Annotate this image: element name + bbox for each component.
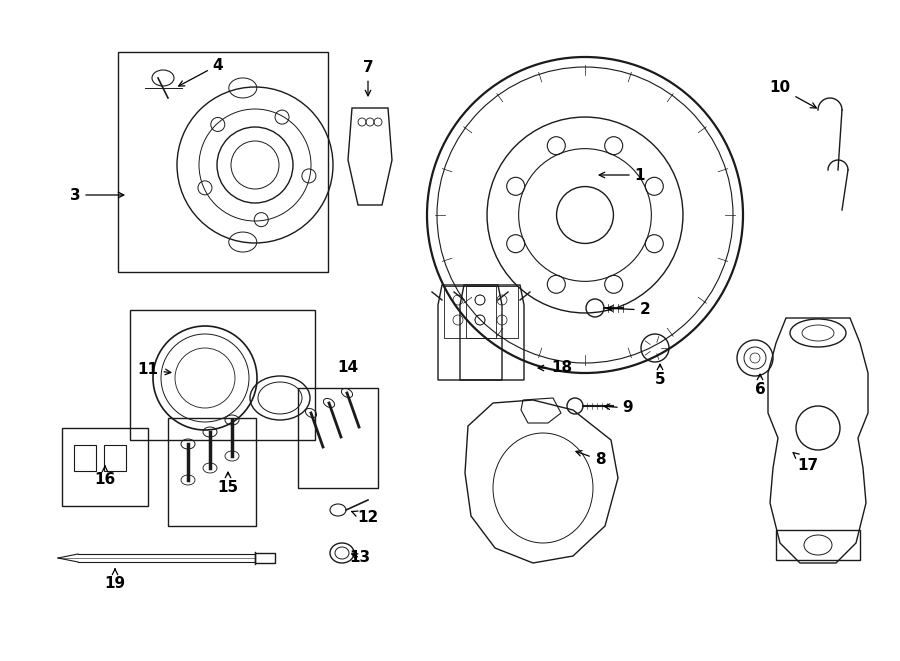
Bar xyxy=(118,52,328,272)
Text: 7: 7 xyxy=(363,61,374,96)
Bar xyxy=(776,530,860,560)
Bar xyxy=(62,428,148,506)
Text: 9: 9 xyxy=(604,401,634,416)
Text: 4: 4 xyxy=(179,58,223,86)
Text: 19: 19 xyxy=(104,569,126,590)
Bar xyxy=(466,286,518,338)
Text: 10: 10 xyxy=(770,81,816,108)
Text: 1: 1 xyxy=(599,167,645,182)
Text: 11: 11 xyxy=(138,362,171,377)
Text: 14: 14 xyxy=(338,360,358,375)
Text: 17: 17 xyxy=(793,453,819,473)
Bar xyxy=(74,445,96,471)
Text: 6: 6 xyxy=(754,374,765,397)
Bar xyxy=(168,418,256,526)
Text: 16: 16 xyxy=(94,466,115,488)
Text: 15: 15 xyxy=(218,472,238,496)
Text: 18: 18 xyxy=(538,360,572,375)
Text: 3: 3 xyxy=(69,188,124,202)
Text: 8: 8 xyxy=(576,451,606,467)
Bar xyxy=(255,553,275,563)
Text: 5: 5 xyxy=(654,364,665,387)
Text: 12: 12 xyxy=(352,510,379,525)
Bar xyxy=(444,286,496,338)
Text: 2: 2 xyxy=(608,303,651,317)
Bar xyxy=(104,445,126,471)
Bar xyxy=(130,310,315,440)
Text: 13: 13 xyxy=(349,551,371,566)
Bar xyxy=(298,388,378,488)
